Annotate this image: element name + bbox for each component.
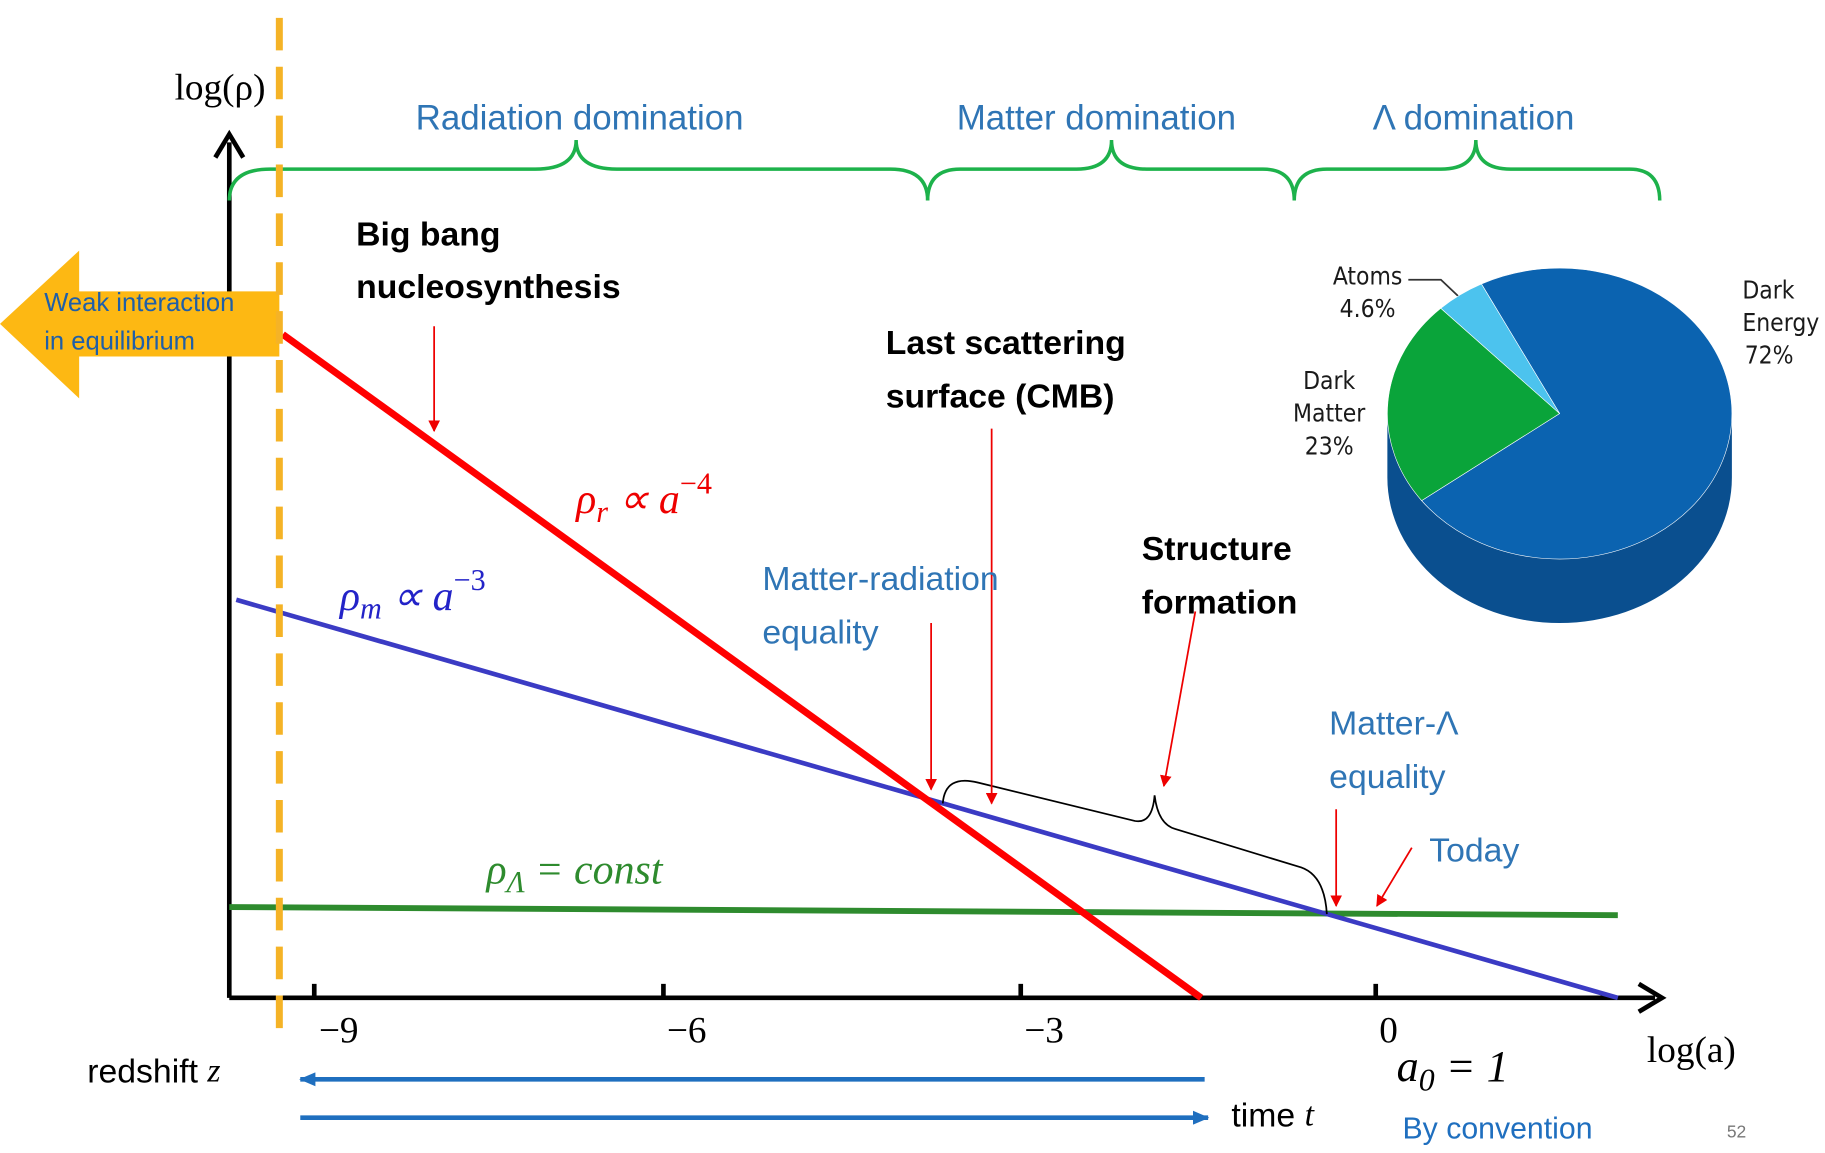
pie-slice (1387, 307, 1561, 501)
pointer (1376, 847, 1413, 907)
text: = 1 (1435, 1042, 1509, 1091)
axes (213, 129, 1667, 1014)
annotation: Today (1429, 831, 1519, 869)
pie-value-label: 4.6% (1340, 294, 1396, 323)
annotation: surface (CMB) (886, 377, 1115, 415)
redshift-label: redshift z (87, 1052, 220, 1090)
pie-label: Dark (1742, 275, 1794, 304)
text: time (1231, 1097, 1295, 1135)
brace (227, 139, 930, 201)
time-label: time t (1231, 1096, 1315, 1134)
math-label: ρm ∝ a−3 (338, 563, 486, 625)
text: 0 (1419, 1063, 1435, 1098)
pie-slice (1440, 283, 1560, 414)
annotation: Matter-Λ (1329, 704, 1459, 742)
weak-arrow (0, 250, 280, 399)
text: z (206, 1052, 220, 1089)
annotation: formation (1142, 583, 1298, 621)
annotation: Matter-radiation (762, 560, 998, 598)
math-label: ρΛ = const (485, 847, 664, 899)
pie-value-label: 72% (1745, 341, 1794, 370)
x-tick-label: −9 (319, 1010, 359, 1051)
pie-slice (1421, 267, 1733, 560)
x-tick-label: 0 (1379, 1010, 1398, 1051)
annotation: Big bang (356, 216, 500, 254)
structure-brace (941, 779, 1328, 915)
text: ρ (338, 573, 360, 619)
weak-label: in equilibrium (44, 327, 195, 355)
x-arrow (1637, 981, 1667, 1014)
convention-label: By convention (1403, 1113, 1593, 1146)
brace (925, 139, 1297, 201)
text: redshift (87, 1052, 198, 1090)
text: ρ (574, 477, 596, 523)
text: −4 (680, 466, 712, 500)
text: m (360, 591, 382, 625)
math-label: a0 = 1 (1397, 1042, 1509, 1098)
pointer (1160, 611, 1197, 788)
pie-label: Atoms (1333, 261, 1403, 290)
y-arrow (213, 129, 246, 159)
era-label: Matter domination (957, 98, 1236, 137)
pie-label: Dark (1303, 366, 1355, 395)
text: a (1397, 1042, 1419, 1091)
annotation: equality (1329, 758, 1445, 796)
text: = const (525, 847, 664, 893)
brace (1292, 139, 1662, 201)
pie (1387, 267, 1733, 624)
pie-value-label: 23% (1305, 431, 1354, 460)
x-tick-label: −6 (667, 1010, 707, 1051)
text: ∝ a (382, 573, 454, 619)
y-label: log(ρ) (175, 68, 266, 109)
text: r (596, 495, 608, 529)
text: t (1305, 1096, 1316, 1133)
text: ρ (485, 847, 507, 893)
text: Λ (504, 865, 526, 899)
era-label: Radiation domination (416, 98, 744, 137)
annotation: Structure (1142, 530, 1292, 568)
era-braces (227, 139, 1662, 201)
annotation: nucleosynthesis (356, 268, 620, 306)
pie-label: Matter (1293, 399, 1366, 428)
math-label: ρr ∝ a−4 (574, 466, 712, 528)
lambda-line (229, 904, 1618, 919)
pointers (428, 326, 1413, 908)
pie-side (1387, 413, 1732, 624)
radiation-line (280, 331, 1204, 1001)
x-label: log(a) (1647, 1030, 1736, 1071)
era-label: Λ domination (1373, 98, 1575, 137)
pie-label: Energy (1742, 308, 1819, 337)
page-number: 52 (1727, 1121, 1746, 1141)
annotation: Last scattering (886, 324, 1126, 362)
weak-label: Weak interaction (44, 289, 234, 317)
text: ∝ a (608, 477, 680, 523)
x-tick-label: −3 (1024, 1010, 1064, 1051)
annotation: equality (762, 614, 878, 652)
text: −3 (454, 563, 486, 597)
